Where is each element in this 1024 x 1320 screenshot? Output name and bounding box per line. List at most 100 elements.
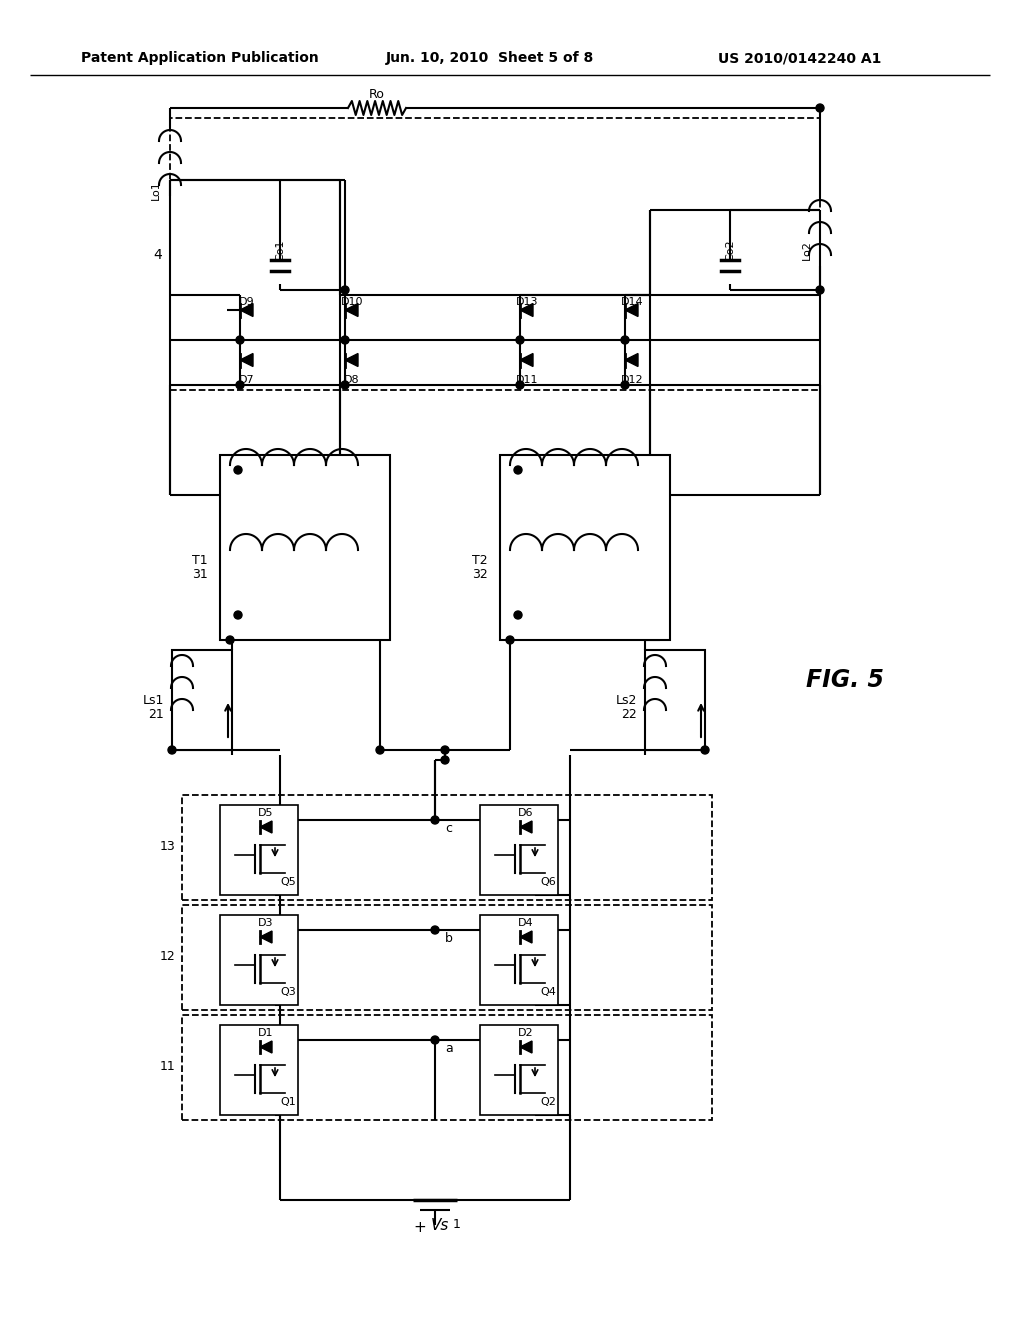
Text: D11: D11 xyxy=(516,375,539,385)
Circle shape xyxy=(816,286,824,294)
Text: Q5: Q5 xyxy=(280,876,296,887)
Bar xyxy=(172,649,232,750)
Circle shape xyxy=(234,466,242,474)
Circle shape xyxy=(701,746,709,754)
Text: FIG. 5: FIG. 5 xyxy=(806,668,884,692)
Polygon shape xyxy=(625,304,638,317)
Text: D14: D14 xyxy=(621,297,643,308)
Polygon shape xyxy=(625,354,638,367)
Text: Patent Application Publication: Patent Application Publication xyxy=(81,51,318,65)
Circle shape xyxy=(236,337,244,345)
Bar xyxy=(170,117,820,389)
Circle shape xyxy=(226,636,234,644)
Text: c: c xyxy=(445,821,452,834)
Bar xyxy=(182,1015,712,1119)
Polygon shape xyxy=(520,304,534,317)
Text: 1: 1 xyxy=(453,1218,461,1232)
Text: D10: D10 xyxy=(341,297,364,308)
Circle shape xyxy=(506,636,514,644)
Circle shape xyxy=(341,381,349,389)
Circle shape xyxy=(621,337,629,345)
Circle shape xyxy=(516,381,524,389)
Text: D8: D8 xyxy=(344,375,359,385)
Text: T2: T2 xyxy=(472,553,488,566)
Bar xyxy=(220,1026,298,1115)
Polygon shape xyxy=(240,354,253,367)
Text: D7: D7 xyxy=(240,375,255,385)
Polygon shape xyxy=(345,354,358,367)
Bar xyxy=(220,455,390,640)
Text: Q1: Q1 xyxy=(280,1097,296,1107)
Text: D13: D13 xyxy=(516,297,539,308)
Circle shape xyxy=(341,286,349,294)
Circle shape xyxy=(431,927,439,935)
Text: 31: 31 xyxy=(193,569,208,582)
Bar xyxy=(480,805,558,895)
Circle shape xyxy=(441,746,449,754)
Polygon shape xyxy=(520,931,532,942)
Text: Q3: Q3 xyxy=(280,987,296,997)
Polygon shape xyxy=(520,1041,532,1053)
Text: US 2010/0142240 A1: US 2010/0142240 A1 xyxy=(718,51,882,65)
Circle shape xyxy=(516,337,524,345)
Circle shape xyxy=(621,381,629,389)
Text: Co2: Co2 xyxy=(725,239,735,261)
Text: Lo1: Lo1 xyxy=(151,180,161,199)
Bar xyxy=(500,455,670,640)
Circle shape xyxy=(514,466,522,474)
Text: 22: 22 xyxy=(622,709,637,722)
Text: a: a xyxy=(445,1041,453,1055)
Circle shape xyxy=(431,816,439,824)
Text: 12: 12 xyxy=(160,950,175,964)
Bar xyxy=(220,805,298,895)
Circle shape xyxy=(376,746,384,754)
Circle shape xyxy=(514,611,522,619)
Text: T1: T1 xyxy=(193,553,208,566)
Text: Ls2: Ls2 xyxy=(615,693,637,706)
Text: D4: D4 xyxy=(518,917,534,928)
Text: Ro: Ro xyxy=(369,88,385,102)
Text: D3: D3 xyxy=(258,917,273,928)
Text: D5: D5 xyxy=(258,808,273,818)
Polygon shape xyxy=(520,821,532,833)
Text: 11: 11 xyxy=(160,1060,175,1073)
Polygon shape xyxy=(345,304,358,317)
Text: D9: D9 xyxy=(240,297,255,308)
Text: Co1: Co1 xyxy=(275,239,285,261)
Bar xyxy=(480,1026,558,1115)
Polygon shape xyxy=(260,1041,272,1053)
Text: D2: D2 xyxy=(518,1028,534,1038)
Text: 13: 13 xyxy=(160,841,175,854)
Bar xyxy=(182,795,712,900)
Bar xyxy=(182,906,712,1010)
Text: D1: D1 xyxy=(258,1028,273,1038)
Text: Lo2: Lo2 xyxy=(802,240,812,260)
Text: 4: 4 xyxy=(154,248,162,261)
Circle shape xyxy=(341,337,349,345)
Text: Q4: Q4 xyxy=(540,987,556,997)
Text: 21: 21 xyxy=(148,709,164,722)
Text: Vs: Vs xyxy=(431,1217,450,1233)
Text: Jun. 10, 2010  Sheet 5 of 8: Jun. 10, 2010 Sheet 5 of 8 xyxy=(386,51,594,65)
Text: b: b xyxy=(445,932,453,945)
Polygon shape xyxy=(520,354,534,367)
Circle shape xyxy=(236,381,244,389)
Text: Q6: Q6 xyxy=(540,876,556,887)
Circle shape xyxy=(431,1036,439,1044)
Polygon shape xyxy=(240,304,253,317)
Circle shape xyxy=(816,104,824,112)
Text: +: + xyxy=(414,1221,426,1236)
Text: Q2: Q2 xyxy=(540,1097,556,1107)
Polygon shape xyxy=(260,931,272,942)
Circle shape xyxy=(234,611,242,619)
Text: D12: D12 xyxy=(621,375,643,385)
Text: D6: D6 xyxy=(518,808,534,818)
Circle shape xyxy=(168,746,176,754)
Polygon shape xyxy=(260,821,272,833)
Text: Ls1: Ls1 xyxy=(142,693,164,706)
Bar xyxy=(645,649,705,750)
Bar xyxy=(220,915,298,1005)
Bar xyxy=(480,915,558,1005)
Text: 32: 32 xyxy=(472,569,488,582)
Circle shape xyxy=(441,756,449,764)
